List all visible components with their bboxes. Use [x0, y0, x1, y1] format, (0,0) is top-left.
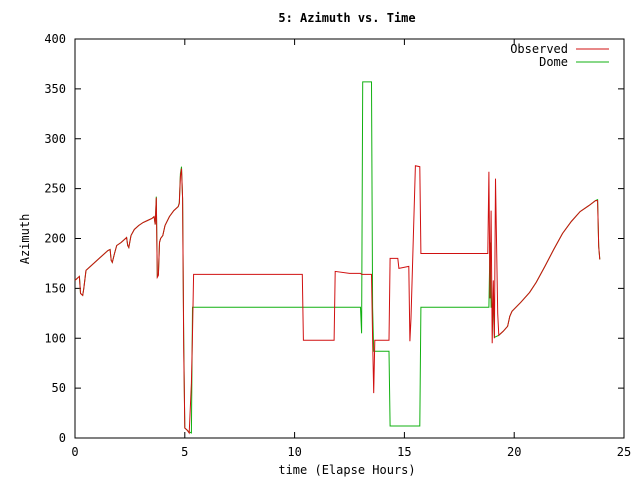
y-tick-label: 0 [59, 431, 66, 445]
x-tick-label: 15 [397, 445, 411, 459]
legend-label-observed: Observed [510, 42, 568, 56]
chart-title: 5: Azimuth vs. Time [278, 11, 415, 25]
y-tick-label: 200 [44, 232, 66, 246]
y-tick-label: 150 [44, 281, 66, 295]
x-axis-label: time (Elapse Hours) [278, 463, 415, 477]
series-line-dome [74, 81, 601, 434]
x-tick-label: 10 [287, 445, 301, 459]
series-line-observed [74, 165, 601, 435]
x-tick-label: 5 [181, 445, 188, 459]
y-tick-label: 400 [44, 32, 66, 46]
plot-area [74, 38, 625, 439]
legend-label-dome: Dome [539, 55, 568, 69]
plot-border [74, 38, 625, 439]
y-tick-label: 350 [44, 82, 66, 96]
x-tick-label: 0 [71, 445, 78, 459]
x-tick-label: 20 [507, 445, 521, 459]
series-lines [74, 81, 601, 435]
y-tick-label: 250 [44, 182, 66, 196]
x-tick-label: 25 [617, 445, 631, 459]
y-axis-label: Azimuth [18, 214, 32, 265]
y-tick-label: 300 [44, 132, 66, 146]
y-tick-label: 50 [52, 381, 66, 395]
y-tick-label: 100 [44, 331, 66, 345]
